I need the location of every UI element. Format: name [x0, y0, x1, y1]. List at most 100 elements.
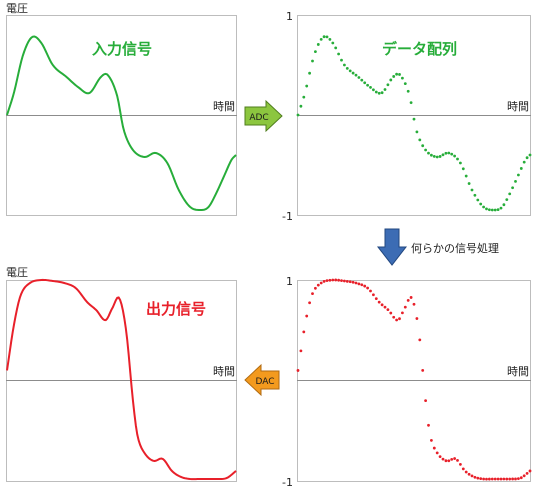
sampled-point — [357, 76, 361, 79]
sampled-point — [395, 72, 398, 76]
processed-point — [351, 280, 355, 284]
sampled-point — [340, 58, 343, 62]
sampled-data-points — [296, 35, 532, 212]
processed-point — [345, 279, 349, 283]
sampled-point — [372, 88, 375, 92]
processed-point — [412, 302, 416, 306]
processed-point — [395, 318, 398, 322]
processed-point — [325, 279, 329, 282]
processed-point — [348, 280, 352, 284]
processed-point — [490, 477, 494, 481]
sampled-point — [383, 88, 387, 91]
processed-time-label: 時間 — [507, 365, 529, 378]
processed-point — [377, 300, 381, 304]
processed-point — [360, 283, 364, 287]
sampled-point — [427, 151, 430, 155]
processed-point — [357, 282, 361, 286]
processed-point — [432, 446, 436, 450]
sampled-point — [328, 37, 332, 41]
sampled-point — [456, 157, 459, 161]
sampled-point — [499, 206, 503, 210]
sampled-point — [334, 46, 338, 50]
processed-point — [444, 459, 448, 463]
processed-point — [337, 278, 340, 282]
processed-point — [476, 476, 480, 480]
processed-point — [447, 459, 451, 463]
sampled-point — [403, 82, 407, 86]
dac-arrow: DAC — [244, 363, 280, 397]
process-arrow-shape — [376, 228, 408, 266]
adc-arrow-shape — [244, 99, 283, 133]
sampled-point — [519, 167, 523, 170]
processed-point — [372, 293, 375, 297]
processed-point — [398, 317, 401, 321]
processed-point — [380, 303, 384, 307]
sampled-point — [525, 156, 529, 160]
sampled-point — [508, 192, 512, 196]
sampled-point — [296, 113, 300, 117]
processed-point — [421, 368, 425, 372]
processed-point — [505, 477, 509, 481]
sampled-point — [511, 186, 514, 190]
processed-point — [459, 463, 462, 466]
sampled-point — [363, 81, 367, 85]
sampled-point — [476, 198, 480, 202]
sampled-point — [386, 83, 390, 87]
sampled-point — [493, 208, 497, 212]
sampled-point — [459, 161, 462, 165]
dac-arrow-label: DAC — [255, 377, 274, 387]
processed-point — [470, 474, 474, 478]
processed-point — [389, 311, 393, 315]
sampled-point — [435, 155, 439, 159]
processed-ytick-top: 1 — [286, 275, 293, 288]
processed-point — [369, 289, 372, 293]
sampled-point — [360, 78, 364, 82]
processed-point — [450, 457, 454, 461]
sampled-point — [430, 153, 433, 157]
processed-point — [383, 305, 387, 309]
processed-point — [299, 349, 303, 353]
sampled-ytick-top: 1 — [286, 10, 293, 23]
sampled-point — [421, 144, 425, 148]
processed-point — [311, 292, 314, 296]
sampled-point — [424, 148, 427, 152]
output-voltage-label: 電圧 — [6, 266, 28, 279]
sampled-point — [490, 208, 494, 212]
sampled-point — [444, 151, 448, 155]
processed-point — [340, 279, 343, 282]
sampled-point — [432, 155, 436, 158]
adc-arrow: ADC — [244, 99, 283, 133]
sampled-point — [438, 155, 442, 158]
processed-point — [354, 281, 358, 285]
sampled-point — [354, 73, 358, 77]
sampled-point — [406, 89, 410, 93]
input-signal-title: 入力信号 — [92, 40, 152, 58]
processed-point — [424, 399, 427, 402]
sampled-point — [389, 78, 393, 82]
sampled-point — [415, 130, 419, 134]
sampled-point — [467, 182, 471, 185]
sampled-point — [345, 66, 349, 70]
processed-point — [485, 477, 488, 481]
sampled-point — [398, 73, 401, 76]
processed-point — [511, 477, 514, 481]
sampled-point — [473, 193, 477, 197]
processed-point — [305, 314, 309, 318]
processed-point — [328, 278, 332, 282]
processed-point — [517, 477, 520, 481]
processed-point — [528, 469, 532, 473]
process-arrow-label: 何らかの信号処理 — [411, 242, 499, 255]
adc-arrow-label: ADC — [249, 113, 268, 123]
processed-point — [479, 477, 483, 481]
processed-point — [406, 298, 410, 302]
sampled-point — [447, 151, 451, 155]
sampled-point — [479, 202, 483, 206]
input-voltage-label: 電圧 — [6, 2, 28, 15]
sampled-point — [488, 208, 491, 212]
processed-point — [453, 457, 456, 460]
processed-point — [482, 477, 485, 481]
processed-point — [464, 470, 468, 474]
sampled-point — [314, 50, 317, 54]
sampled-point — [409, 101, 413, 105]
sampled-point — [374, 90, 378, 94]
